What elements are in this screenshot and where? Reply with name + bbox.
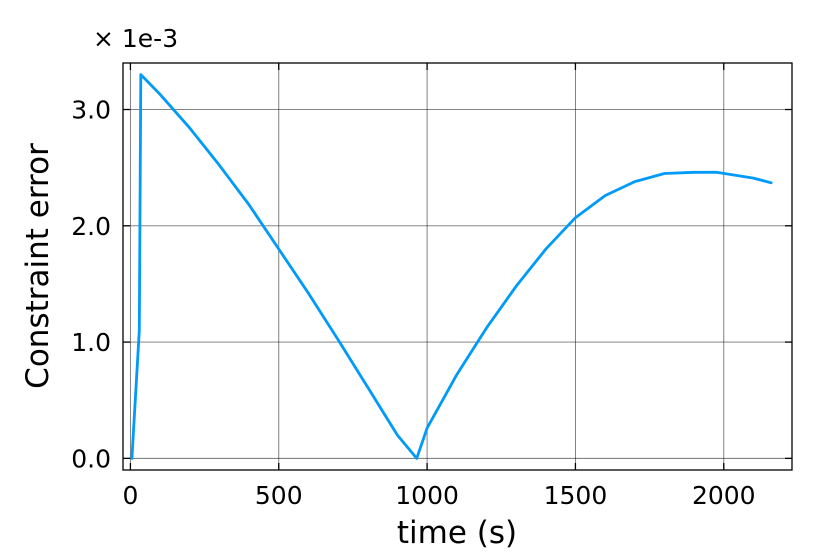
x-tick-label: 1500	[544, 481, 608, 510]
x-tick-label: 500	[255, 481, 303, 510]
x-tick-label: 0	[122, 481, 138, 510]
y-tick-label: 2.0	[71, 212, 111, 241]
y-scale-multiplier: × 1e-3	[93, 24, 178, 53]
y-tick-label: 0.0	[71, 444, 111, 473]
y-tick-label: 3.0	[71, 96, 111, 125]
series-line	[130, 73, 773, 460]
x-tick-label: 1000	[395, 481, 459, 510]
y-axis-label: Constraint error	[20, 143, 56, 389]
x-tick-label: 2000	[692, 481, 756, 510]
grid	[123, 63, 792, 470]
plot-frame	[122, 62, 793, 471]
x-axis-label: time (s)	[397, 515, 517, 551]
tick-labels: 0 500 1000 1500 2000 0.0 1.0 2.0 3.0	[71, 96, 755, 510]
series	[130, 73, 773, 460]
y-tick-label: 1.0	[71, 328, 111, 357]
ticks	[123, 63, 792, 470]
